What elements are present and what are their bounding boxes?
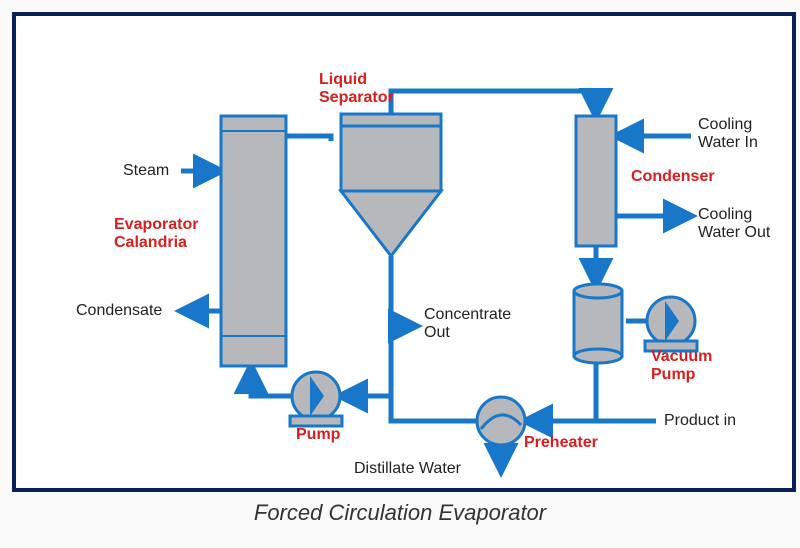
label-cooling-out: CoolingWater Out [698, 206, 770, 243]
node-evaporator [221, 116, 286, 366]
node-receiver [574, 284, 622, 363]
label-concentrate-out: ConcentrateOut [424, 306, 511, 343]
label-preheater: Preheater [524, 434, 598, 452]
label-condenser: Condenser [631, 168, 715, 186]
edge-sep-to-cond [391, 91, 596, 116]
label-cooling-in: CoolingWater In [698, 116, 758, 153]
edge-preheat-to-pump [340, 396, 477, 421]
diagram-title: Forced Circulation Evaporator [0, 500, 800, 526]
diagram-page: LiquidSeparator Condenser EvaporatorCala… [0, 0, 800, 548]
node-pump [290, 372, 342, 426]
edge-evap-to-sep [286, 136, 331, 141]
label-pump: Pump [296, 426, 340, 444]
label-steam: Steam [123, 162, 169, 180]
edge-receiver-down [525, 356, 596, 421]
edge-pump-to-evap [251, 366, 292, 396]
label-evaporator: EvaporatorCalandria [114, 216, 198, 253]
node-vacuum_pump [645, 297, 697, 351]
label-liquid-separator: LiquidSeparator [319, 71, 394, 108]
label-product-in: Product in [664, 412, 736, 430]
diagram-frame: LiquidSeparator Condenser EvaporatorCala… [12, 12, 796, 492]
node-condenser [576, 116, 616, 246]
node-preheater [477, 397, 525, 445]
label-condensate: Condensate [76, 302, 162, 320]
label-distillate: Distillate Water [354, 460, 461, 478]
node-separator [341, 114, 441, 256]
label-vacuum-pump: VacuumPump [651, 348, 712, 385]
